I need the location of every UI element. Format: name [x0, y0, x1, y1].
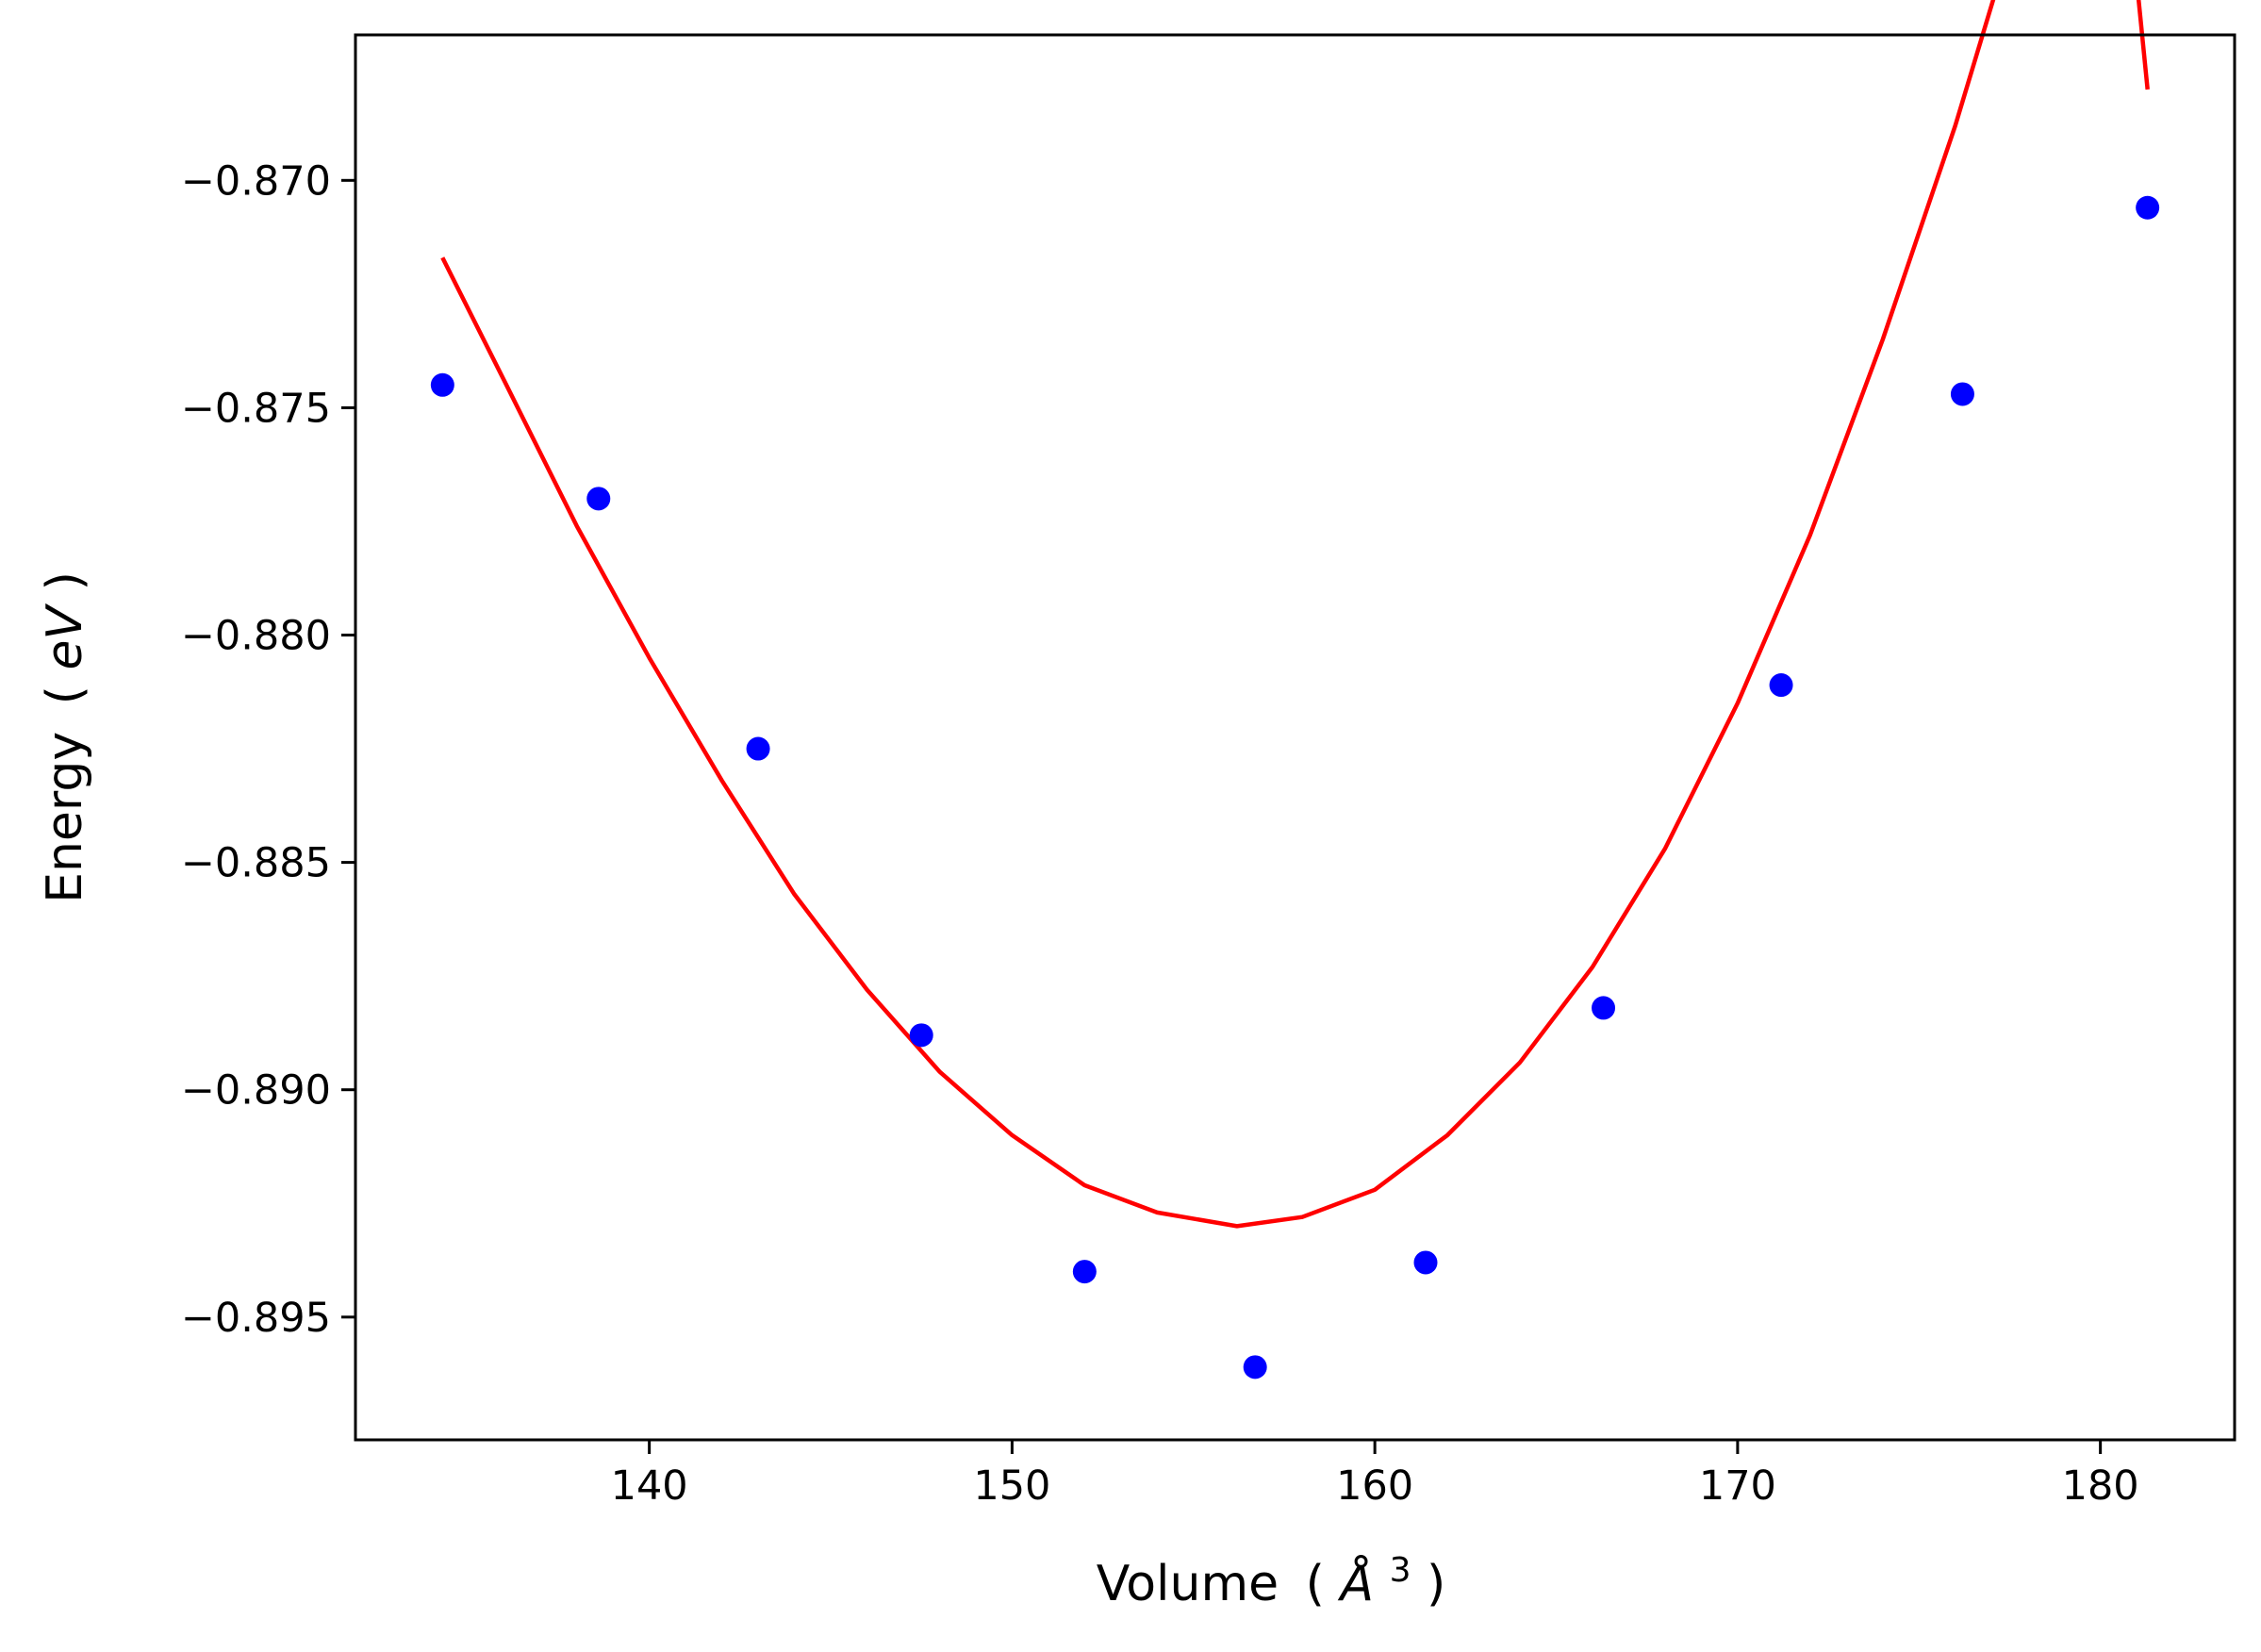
data-point [1413, 1250, 1438, 1275]
data-point [586, 487, 611, 511]
data-point [1072, 1260, 1097, 1284]
x-tick-label: 140 [611, 1462, 688, 1510]
ticks-layer: 140 150 160 170 180 −0.895 −0.890 −0.885 −0.880 −… [181, 157, 2139, 1510]
x-axis-label-text: Volume [1097, 1556, 1279, 1612]
data-point [1950, 382, 1974, 406]
data-point [1243, 1355, 1267, 1379]
y-axis-label-text: Energy [37, 732, 93, 903]
x-axis-label-close: ) [1427, 1556, 1445, 1612]
y-tick-label: −0.870 [181, 157, 331, 205]
data-point [909, 1023, 933, 1048]
data-point [1769, 673, 1793, 698]
y-tick-label: −0.880 [181, 613, 331, 660]
y-tick-label: −0.890 [181, 1067, 331, 1115]
y-axis-label-unit: eV [37, 603, 93, 670]
y-tick-label: −0.895 [181, 1295, 331, 1342]
x-axis-label-unit: Å [1337, 1554, 1374, 1612]
fit-curve-layer [440, 0, 2150, 1229]
data-point [2136, 195, 2160, 220]
y-axis-label: Energy ( eV ) [37, 571, 93, 903]
x-axis-label-open: ( [1306, 1556, 1325, 1612]
y-axis-label-open: ( [37, 686, 93, 704]
x-tick-label: 160 [1336, 1462, 1413, 1510]
data-point [430, 372, 454, 397]
data-point [746, 736, 770, 761]
plot-frame [354, 33, 2236, 1442]
x-tick-label: 170 [1699, 1462, 1776, 1510]
y-tick-label: −0.875 [181, 385, 331, 432]
y-axis-label-close: ) [37, 571, 93, 590]
x-tick-label: 180 [2062, 1462, 2139, 1510]
fit-curve [440, 0, 2150, 1229]
data-points-layer [430, 195, 2160, 1379]
y-tick-label: −0.885 [181, 840, 331, 887]
x-axis-label: Volume ( Å 3 ) [1097, 1537, 1446, 1612]
data-point [1592, 996, 1616, 1020]
x-tick-label: 150 [973, 1462, 1050, 1510]
x-axis-label-exponent: 3 [1390, 1551, 1411, 1590]
